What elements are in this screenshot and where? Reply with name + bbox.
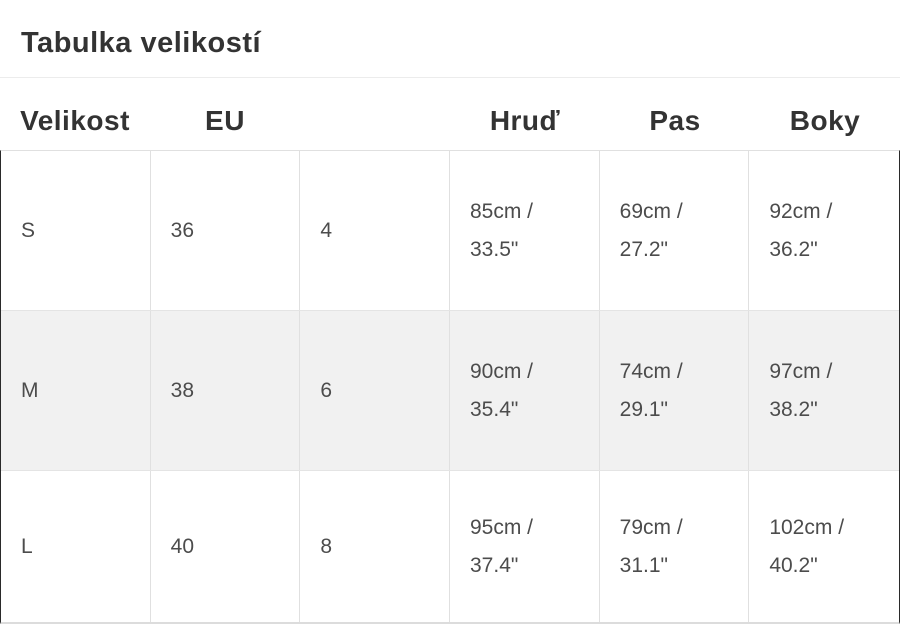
cell-velikost: S (1, 151, 151, 310)
page-title: Tabulka velikostí (21, 27, 262, 59)
cell-eu: 38 (151, 311, 301, 470)
cell-us: 6 (300, 311, 450, 470)
cell-us: 4 (300, 151, 450, 310)
cell-eu: 36 (151, 151, 301, 310)
cell-velikost: L (1, 471, 151, 622)
cell-boky: 102cm / 40.2" (769, 515, 845, 577)
table-row: M 38 6 90cm / 35.4" 74cm / 29.1" 97cm / … (1, 310, 899, 470)
column-header-pas: Pas (649, 105, 701, 136)
table-body: S 36 4 85cm / 33.5" 69cm / 27.2" 92cm / … (0, 150, 900, 624)
cell-pas: 69cm / 27.2" (600, 151, 750, 310)
column-header-hrud: Hruď (489, 105, 561, 136)
cell-eu: 40 (151, 471, 301, 622)
cell-boky: 97cm / 38.2" (769, 359, 833, 421)
column-header-velikost: Velikost (20, 105, 130, 136)
column-header-us (300, 78, 450, 150)
column-header-boky: Boky (789, 105, 861, 136)
column-header-eu: EU (205, 105, 245, 136)
cell-pas: 79cm / 31.1" (600, 471, 750, 622)
table-header-row: Velikost EU Hruď Pas Boky (0, 78, 900, 150)
cell-hrud: 90cm / 35.4" (450, 311, 600, 470)
table-row: L 40 8 95cm / 37.4" 79cm / 31.1" 102cm /… (1, 470, 899, 622)
cell-hrud: 95cm / 37.4" (450, 471, 600, 622)
cell-velikost: M (1, 311, 151, 470)
table-row: S 36 4 85cm / 33.5" 69cm / 27.2" 92cm / … (1, 151, 899, 310)
cell-hrud: 85cm / 33.5" (450, 151, 600, 310)
cell-boky: 92cm / 36.2" (769, 199, 833, 261)
title-bar: Tabulka velikostí (0, 0, 900, 78)
cell-us: 8 (300, 471, 450, 622)
cell-pas: 74cm / 29.1" (600, 311, 750, 470)
